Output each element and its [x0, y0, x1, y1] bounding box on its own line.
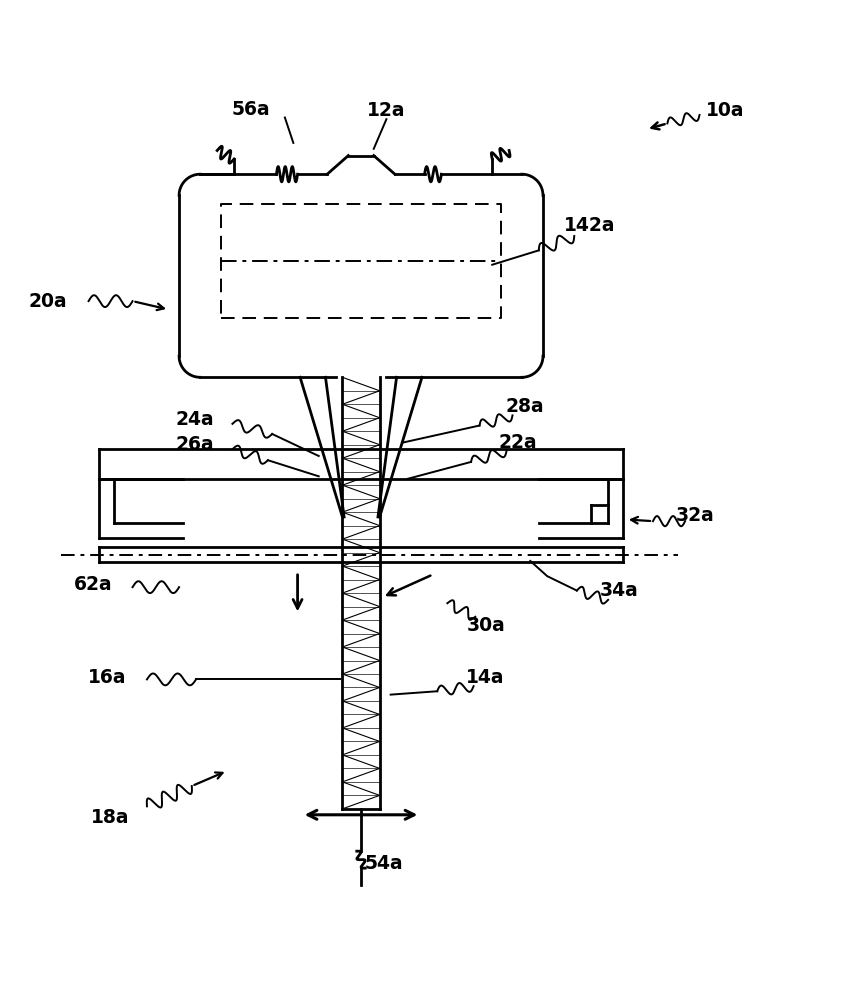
Text: 34a: 34a [599, 581, 638, 600]
Text: 18a: 18a [91, 808, 129, 827]
Text: 56a: 56a [232, 100, 270, 119]
Text: 142a: 142a [564, 216, 616, 235]
Text: 16a: 16a [88, 668, 127, 687]
Text: 32a: 32a [676, 506, 715, 525]
Text: 28a: 28a [505, 397, 543, 416]
Text: 24a: 24a [175, 410, 214, 429]
Text: 26a: 26a [175, 435, 214, 454]
Text: 54a: 54a [364, 854, 403, 873]
Text: 12a: 12a [367, 101, 406, 120]
Text: 10a: 10a [706, 101, 745, 120]
Text: 62a: 62a [74, 575, 112, 594]
Text: 20a: 20a [29, 292, 67, 311]
Text: 30a: 30a [467, 616, 506, 635]
Text: 22a: 22a [498, 433, 537, 452]
Text: 14a: 14a [466, 668, 504, 687]
